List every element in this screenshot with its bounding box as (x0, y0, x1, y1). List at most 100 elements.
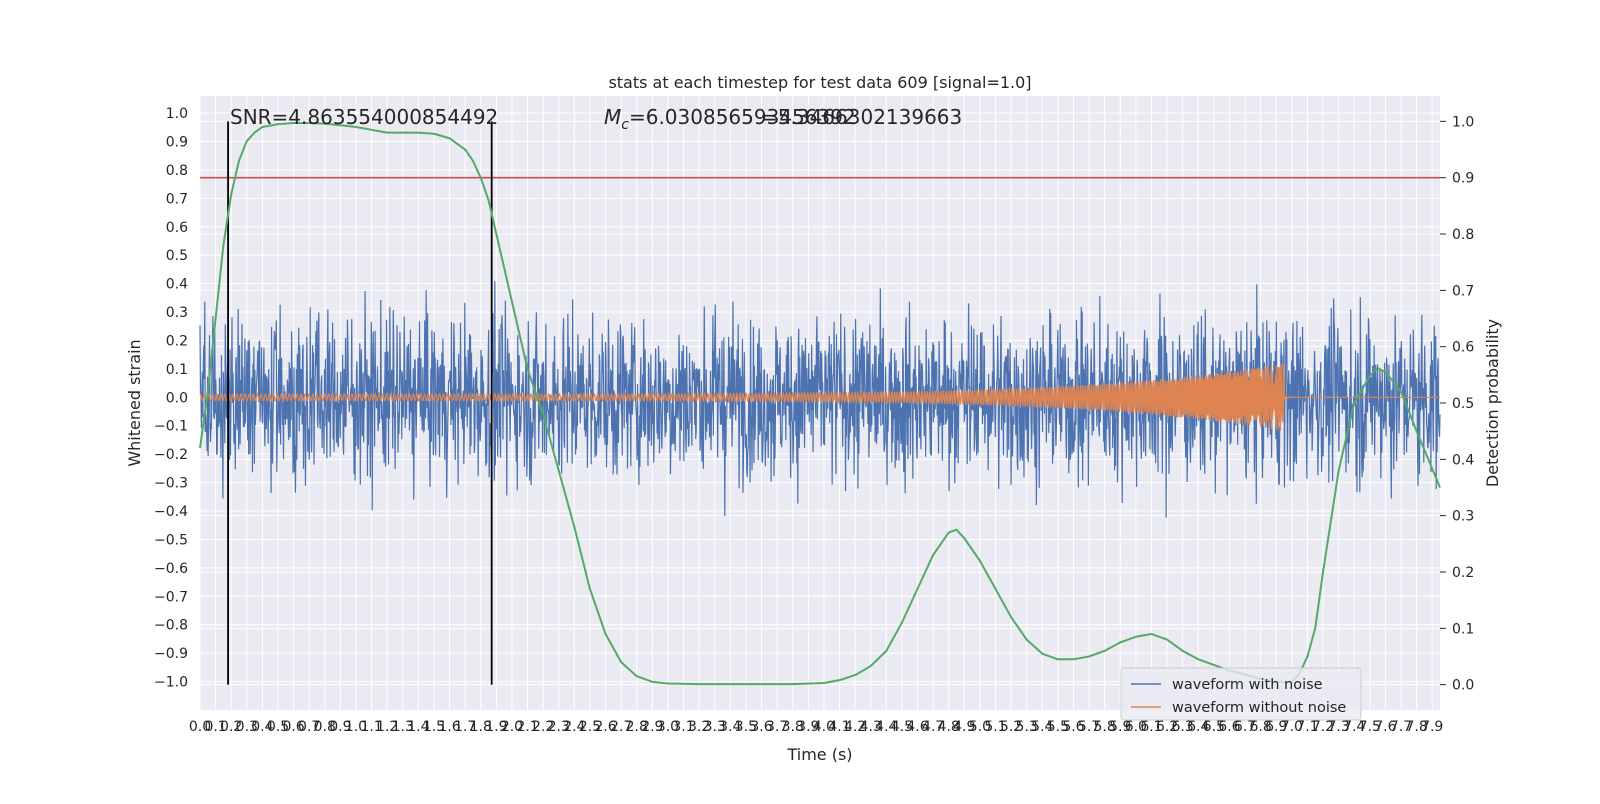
y2-tick-label: 0.5 (1452, 396, 1474, 412)
y-tick-label: −0.8 (154, 618, 188, 634)
x-tick-label: 5.1 (984, 719, 1006, 735)
x-tick-label: 3.1 (672, 719, 694, 735)
x-tick-label: 1.7 (454, 719, 476, 735)
x-tick-label: 4.1 (828, 719, 850, 735)
x-tick-label: 5.4 (1031, 719, 1053, 735)
x-tick-label: 7.7 (1390, 719, 1412, 735)
y-tick-label: 1.0 (166, 106, 188, 122)
x-tick-label: 2.2 (532, 719, 554, 735)
x-tick-label: 2.1 (516, 719, 538, 735)
legend-label-noise: waveform with noise (1172, 677, 1323, 693)
y2-tick-label: 0.9 (1452, 171, 1474, 187)
x-tick-label: 6.2 (1156, 719, 1178, 735)
x-tick-label: 4.3 (860, 719, 882, 735)
y2-tick-label: 0.2 (1452, 565, 1474, 581)
clean-waveform-line (199, 364, 1440, 431)
legend-label-clean: waveform without noise (1172, 700, 1346, 716)
x-tick-label: 7.1 (1296, 719, 1318, 735)
y-tick-label: 0.9 (166, 134, 188, 150)
x-tick-label: 5.3 (1016, 719, 1038, 735)
x-tick-label: 0.5 (267, 719, 289, 735)
y-tick-label: −0.9 (154, 646, 188, 662)
x-tick-label: 1.3 (392, 719, 414, 735)
y-tick-label: 0.6 (166, 220, 188, 236)
y2-axis-ticks: 0.0 0.1 0.2 0.3 0.4 0.5 0.6 0.7 0.8 0.9 1.0 (1440, 114, 1474, 694)
x-tick-label: 3.0 (657, 719, 679, 735)
x-tick-label: 0.0 (189, 719, 211, 735)
chart-title: stats at each timestep for test data 609… (608, 73, 1031, 92)
x-tick-label: 2.6 (594, 719, 616, 735)
x-tick-label: 5.7 (1078, 719, 1100, 735)
x-tick-label: 7.9 (1421, 719, 1443, 735)
x-tick-label: 7.6 (1374, 719, 1396, 735)
y2-tick-label: 0.4 (1452, 452, 1474, 468)
y2-tick-label: 0.8 (1452, 227, 1474, 243)
x-tick-label: 2.4 (563, 719, 585, 735)
x-tick-label: 4.8 (938, 719, 960, 735)
overlap-annotation: =5.3466302139663 (761, 105, 962, 129)
y-tick-label: 0.7 (166, 191, 188, 207)
y-tick-label: −0.3 (154, 476, 188, 492)
y-tick-label: 0.8 (166, 163, 188, 179)
x-tick-label: 5.6 (1062, 719, 1084, 735)
x-tick-label: 5.9 (1109, 719, 1131, 735)
x-tick-label: 1.5 (423, 719, 445, 735)
x-tick-label: 4.2 (844, 719, 866, 735)
x-tick-label: 3.8 (782, 719, 804, 735)
y-tick-label: 0.4 (166, 277, 188, 293)
y2-tick-label: 0.0 (1452, 678, 1474, 694)
x-tick-label: 5.8 (1094, 719, 1116, 735)
x-axis-label: Time (s) (786, 745, 852, 764)
y-tick-label: −0.5 (154, 532, 188, 548)
x-tick-label: 2.3 (548, 719, 570, 735)
y-tick-label: 0.5 (166, 248, 188, 264)
x-tick-label: 4.4 (875, 719, 897, 735)
y-tick-label: −0.2 (154, 447, 188, 463)
series-waveform-with-noise (199, 281, 1441, 518)
x-tick-label: 6.1 (1140, 719, 1162, 735)
x-tick-label: 4.6 (906, 719, 928, 735)
legend: waveform with noise waveform without noi… (1120, 667, 1362, 721)
x-tick-label: 1.9 (485, 719, 507, 735)
x-tick-label: 6.7 (1234, 719, 1256, 735)
x-tick-label: 2.5 (579, 719, 601, 735)
y-tick-label: 0.0 (166, 390, 188, 406)
x-tick-label: 1.4 (407, 719, 429, 735)
x-tick-label: 1.8 (470, 719, 492, 735)
y2-tick-label: 0.7 (1452, 283, 1474, 299)
x-tick-label: 4.7 (922, 719, 944, 735)
x-tick-label: 7.2 (1312, 719, 1334, 735)
x-tick-label: 1.6 (438, 719, 460, 735)
x-tick-label: 1.0 (345, 719, 367, 735)
y-axis-label: Whitened strain (125, 339, 144, 466)
y2-axis-label: Detection probability (1483, 319, 1502, 487)
chirp-mass-symbol: M (604, 105, 621, 129)
x-tick-label: 3.2 (688, 719, 710, 735)
x-tick-label: 7.5 (1359, 719, 1381, 735)
x-tick-label: 7.0 (1281, 719, 1303, 735)
y-tick-label: −0.7 (154, 589, 188, 605)
x-tick-label: 2.7 (610, 719, 632, 735)
x-tick-label: 6.9 (1265, 719, 1287, 735)
x-tick-label: 3.9 (797, 719, 819, 735)
chirp-mass-subscript: c (621, 117, 629, 133)
x-tick-label: 7.3 (1327, 719, 1349, 735)
x-tick-label: 1.2 (376, 719, 398, 735)
x-tick-label: 7.4 (1343, 719, 1365, 735)
x-tick-label: 5.5 (1047, 719, 1069, 735)
x-tick-label: 6.6 (1218, 719, 1240, 735)
chirp-mass-annotation: Mc=6.030856593456392 (604, 105, 856, 133)
x-tick-label: 4.5 (891, 719, 913, 735)
x-tick-label: 0.1 (204, 719, 226, 735)
x-tick-label: 0.2 (220, 719, 242, 735)
y-tick-label: 0.1 (166, 362, 188, 378)
x-tick-label: 3.6 (750, 719, 772, 735)
x-tick-label: 6.4 (1187, 719, 1209, 735)
x-tick-label: 0.6 (282, 719, 304, 735)
x-tick-label: 6.0 (1125, 719, 1147, 735)
x-tick-label: 3.3 (704, 719, 726, 735)
x-tick-label: 4.0 (813, 719, 835, 735)
x-tick-label: 0.3 (236, 719, 258, 735)
